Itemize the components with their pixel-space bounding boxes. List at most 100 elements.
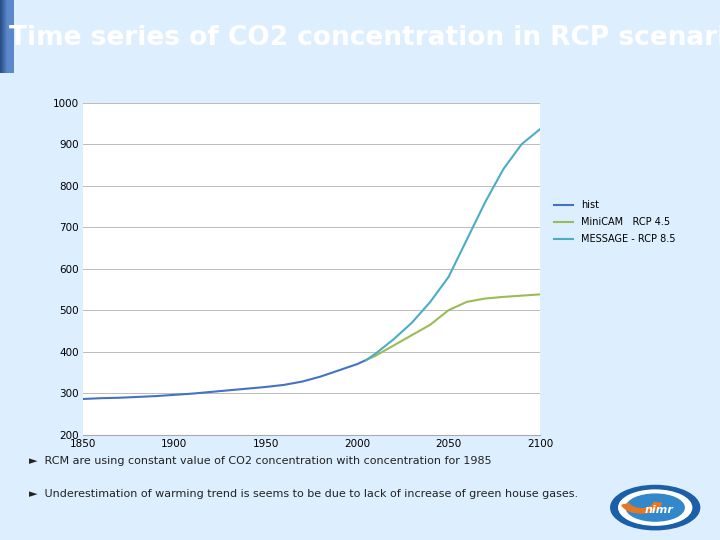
Bar — [5, 0, 12, 73]
Bar — [1, 0, 9, 73]
Bar — [4, 0, 12, 73]
Bar — [4, 0, 12, 73]
Bar — [2, 0, 9, 73]
Bar — [1, 0, 9, 73]
Bar — [1, 0, 9, 73]
Text: nimr: nimr — [644, 505, 673, 515]
Bar — [5, 0, 12, 73]
Bar — [0, 0, 7, 73]
Bar — [1, 0, 8, 73]
Bar — [5, 0, 12, 73]
Bar — [1, 0, 9, 73]
Bar — [4, 0, 11, 73]
Bar — [6, 0, 14, 73]
Bar — [6, 0, 13, 73]
Bar — [6, 0, 13, 73]
Bar — [6, 0, 14, 73]
Bar — [5, 0, 12, 73]
Bar — [0, 0, 7, 73]
Bar — [4, 0, 12, 73]
Bar — [4, 0, 12, 73]
Bar — [6, 0, 14, 73]
Bar — [6, 0, 14, 73]
Bar — [4, 0, 12, 73]
Bar — [6, 0, 13, 73]
Bar — [2, 0, 9, 73]
Bar — [4, 0, 12, 73]
Bar — [6, 0, 13, 73]
Bar — [6, 0, 13, 73]
Bar — [5, 0, 12, 73]
Bar — [1, 0, 9, 73]
Bar — [1, 0, 8, 73]
Bar — [3, 0, 10, 73]
Bar — [6, 0, 14, 73]
Bar — [1, 0, 9, 73]
Bar — [3, 0, 10, 73]
Ellipse shape — [618, 490, 692, 525]
Bar — [3, 0, 10, 73]
Bar — [4, 0, 11, 73]
Bar — [1, 0, 9, 73]
Bar — [4, 0, 11, 73]
Bar — [6, 0, 14, 73]
Bar — [4, 0, 10, 73]
Bar — [3, 0, 10, 73]
Bar — [2, 0, 9, 73]
Bar — [6, 0, 13, 73]
Bar — [6, 0, 14, 73]
Bar — [4, 0, 11, 73]
Bar — [1, 0, 8, 73]
Bar — [7, 0, 14, 73]
Bar — [4, 0, 11, 73]
Bar — [5, 0, 12, 73]
Bar — [1, 0, 8, 73]
Bar — [1, 0, 8, 73]
Bar — [7, 0, 14, 73]
Bar — [3, 0, 10, 73]
Bar — [2, 0, 10, 73]
Bar — [4, 0, 11, 73]
Bar — [7, 0, 14, 73]
Bar — [2, 0, 9, 73]
Bar — [3, 0, 10, 73]
Bar — [5, 0, 12, 73]
Bar — [0, 0, 7, 73]
Bar — [6, 0, 14, 73]
Bar — [5, 0, 12, 73]
Bar — [4, 0, 12, 73]
Bar — [2, 0, 9, 73]
Text: Time series of CO2 concentration in RCP scenarios: Time series of CO2 concentration in RCP … — [9, 25, 720, 51]
Ellipse shape — [626, 494, 684, 521]
Bar — [6, 0, 14, 73]
Bar — [3, 0, 10, 73]
Bar — [2, 0, 9, 73]
Bar — [5, 0, 12, 73]
Bar — [1, 0, 8, 73]
Bar — [4, 0, 12, 73]
Bar — [1, 0, 9, 73]
Bar — [3, 0, 10, 73]
Bar — [1, 0, 8, 73]
Wedge shape — [622, 502, 662, 513]
Bar — [1, 0, 8, 73]
Bar — [2, 0, 9, 73]
Bar — [4, 0, 11, 73]
Bar — [2, 0, 9, 73]
Bar — [6, 0, 13, 73]
Bar — [6, 0, 14, 73]
Bar — [5, 0, 12, 73]
Ellipse shape — [611, 485, 700, 530]
Text: ►  Underestimation of warming trend is seems to be due to lack of increase of gr: ► Underestimation of warming trend is se… — [29, 489, 578, 499]
Bar — [1, 0, 9, 73]
Bar — [4, 0, 11, 73]
Bar — [0, 0, 7, 73]
Legend: hist, MiniCAM   RCP 4.5, MESSAGE - RCP 8.5: hist, MiniCAM RCP 4.5, MESSAGE - RCP 8.5 — [554, 200, 676, 244]
Bar — [4, 0, 12, 73]
Bar — [1, 0, 9, 73]
Bar — [1, 0, 9, 73]
Bar — [6, 0, 13, 73]
Text: ►  RCM are using constant value of CO2 concentration with concentration for 1985: ► RCM are using constant value of CO2 co… — [29, 456, 492, 467]
Bar — [6, 0, 13, 73]
Bar — [0, 0, 7, 73]
